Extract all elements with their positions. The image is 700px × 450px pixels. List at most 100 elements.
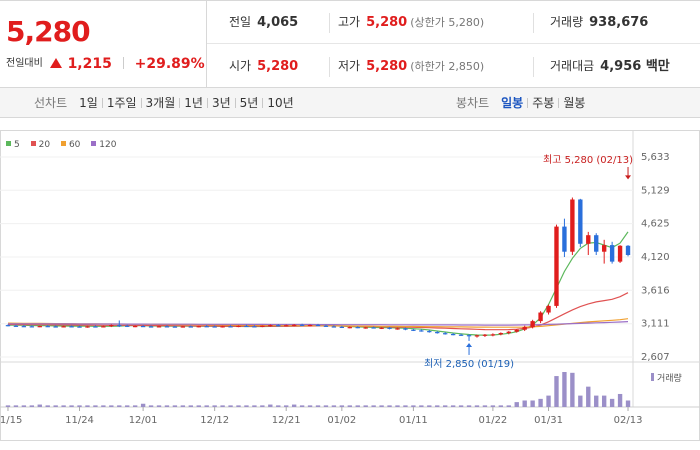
candlestick-chart[interactable]: 5,633 5,129 4,625 4,120 3,616 3,111 2,607 11/15… [0,130,700,450]
volume-bar [625,400,631,407]
volume-bar [387,405,392,407]
line-chart-tabs: 선차트 1일 1주일 3개월 1년 3년 5년 10년 [34,88,298,118]
tab-divider [558,98,560,108]
volume-bar [617,393,623,407]
volume-bar [331,405,337,407]
volume-bar [498,405,504,407]
volume-bar [458,405,464,407]
candle-body [450,333,456,336]
tab-divider [101,98,103,108]
volume-bar [180,405,186,407]
legend-ma60: 60 [60,140,81,150]
open-value: 5,280 [257,59,299,74]
volume-value: 938,676 [589,15,649,30]
trade-value-cell: 거래대금 4,956 백만 [550,45,670,88]
tab-3m[interactable]: 3개월 [145,96,176,110]
candle-body [443,333,448,335]
volume-bar [601,395,607,407]
candle-body [458,334,464,336]
up-arrow-icon [49,58,62,68]
price-info-grid: 전일 4,065 고가 5,280 (상한가 5,280) 거래량 938,676 시가… [207,1,700,88]
volume-bar [411,405,416,407]
candle-body [506,331,511,334]
legend-label: 5 [14,140,20,150]
candle-body [180,326,186,328]
upper-limit-text: (상한가 5,280) [410,16,485,29]
candle-body [363,327,368,329]
tab-5y[interactable]: 5년 [239,96,259,110]
volume-bar [427,405,432,407]
y-tick-label: 5,129 [641,185,670,196]
candle-body [347,327,352,329]
high-cell: 고가 5,280 (상한가 5,280) [338,1,484,44]
tab-divider [527,98,529,108]
tab-weekly[interactable]: 주봉 [532,96,555,110]
high-label: 고가 [338,15,361,29]
candle-body [339,326,345,328]
tab-1w[interactable]: 1주일 [106,96,137,110]
candle-body [125,325,130,327]
candle-body [403,328,408,330]
x-tick-label: 01/31 [534,415,563,426]
volume-bar [323,405,329,407]
volume-bar [546,395,551,407]
volume-bar [268,404,273,407]
legend-label: 60 [68,140,81,150]
volume-cell: 거래량 938,676 [550,1,648,44]
high-value: 5,280 [366,15,408,30]
volume-bar [220,405,225,407]
tab-daily[interactable]: 일봉 [501,96,524,110]
candle-body [204,326,209,328]
candle-body [427,331,432,333]
candle-body [514,329,519,332]
volume-bar [506,405,511,407]
tab-monthly[interactable]: 월봉 [563,96,586,110]
x-tick-label: 12/12 [200,415,229,426]
volume-bar [77,405,82,407]
y-tick-label: 4,625 [641,219,670,230]
x-tick-label: 12/01 [129,415,158,426]
volume-legend-label: 거래량 [657,372,682,384]
candle-body [601,245,607,252]
open-label: 시가 [229,59,252,73]
candle-body [522,327,527,330]
candle-body [13,325,19,327]
volume-bar [125,405,130,407]
lower-limit-text: (하한가 2,850) [410,60,485,73]
tab-10y[interactable]: 10년 [267,96,294,110]
volume-bar [435,405,440,407]
volume-bar [403,405,408,407]
candle-body [284,325,289,327]
candle-body [228,326,233,328]
legend-swatch [6,141,11,146]
candle-body [625,245,631,256]
volume-bar [347,405,352,407]
volume-bar [554,376,559,407]
cell-divider [533,57,534,77]
volume-bar [172,405,178,407]
x-tick-label: 01/02 [327,415,356,426]
y-tick-label: 4,120 [641,252,670,263]
candle-body [371,327,376,329]
candle-chart-label: 봉차트 [456,96,490,110]
cell-divider [533,13,534,33]
candle-body [140,326,146,328]
candle-body [85,326,90,328]
candle-body [156,326,162,328]
volume-bar [570,372,575,407]
candle-body [379,327,384,329]
tab-3y[interactable]: 3년 [211,96,231,110]
legend-swatch [60,141,66,146]
volume-bar [148,405,154,407]
volume-bar [299,405,305,407]
volume-bar [586,386,591,407]
low-value: 5,280 [366,59,408,74]
high-annotation: 최고 5,280 (02/13) [543,154,633,166]
volume-bar [236,405,241,407]
tab-1y[interactable]: 1년 [184,96,203,110]
candle-body [101,326,106,328]
volume-bar [363,405,368,407]
volume-bar [419,405,424,407]
tab-1d[interactable]: 1일 [79,96,98,110]
volume-bar [109,405,114,407]
